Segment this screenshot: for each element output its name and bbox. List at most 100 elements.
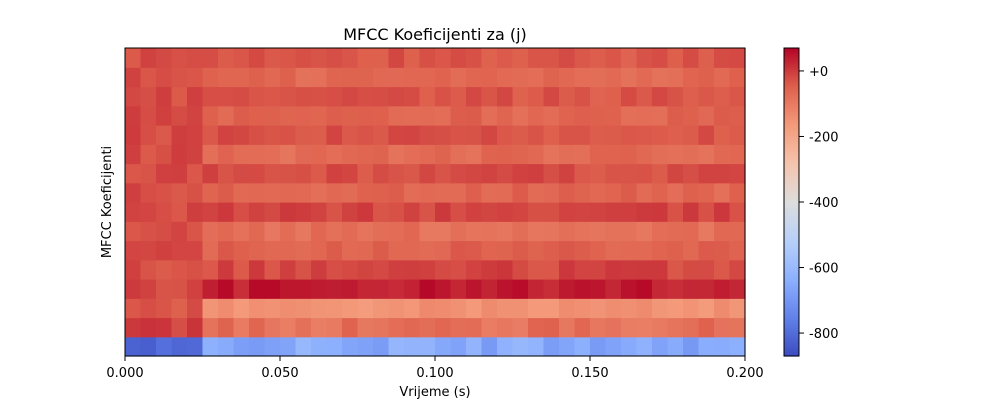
heatmap-cell [729,125,746,145]
heatmap-cell [621,279,638,299]
heatmap-cell [202,259,219,280]
heatmap-cell [249,144,266,165]
heatmap-cell [512,240,529,261]
heatmap-cell [404,48,421,68]
heatmap-cell [357,336,374,357]
heatmap-cell [187,86,204,107]
heatmap-cell [450,279,467,299]
heatmap-cell [280,105,297,126]
heatmap-cell [249,86,266,107]
heatmap-cell [528,279,545,299]
heatmap-cell [435,298,452,319]
heatmap-cell [590,298,607,319]
heatmap-cell [435,144,452,165]
colorbar-segment [784,172,799,175]
colorbar-segment [784,116,799,119]
colorbar-segment [784,88,799,91]
heatmap-cell [543,163,560,184]
heatmap-cell [450,298,467,319]
colorbar-segment [784,234,799,237]
x-tick-label: 0.050 [261,366,298,381]
colorbar-segment [784,136,799,139]
heatmap-cell [280,336,297,357]
heatmap-cell [497,317,514,338]
heatmap-cell [497,105,514,126]
heatmap-cell [156,221,173,242]
heatmap-cell [202,202,219,222]
heatmap-cell [621,240,638,261]
heatmap-cell [497,279,514,299]
heatmap-cell [357,125,374,145]
heatmap-cell [574,163,591,184]
heatmap-cell [667,221,684,242]
colorbar-segment [784,158,799,161]
heatmap-cell [171,67,188,88]
heatmap-cell [295,67,312,88]
colorbar-segment [784,72,799,75]
heatmap-cell [466,105,483,126]
heatmap-cell [621,298,638,319]
heatmap-cell [559,317,576,338]
x-tick-label: 0.150 [571,366,608,381]
heatmap-cell [311,317,328,338]
heatmap-cell [140,259,157,280]
heatmap-cell [388,144,405,165]
colorbar-segment [784,206,799,209]
colorbar-segment [784,144,799,147]
heatmap-cell [419,317,436,338]
colorbar-segment [784,222,799,225]
heatmap-cell [295,163,312,184]
heatmap-cell [543,336,560,357]
heatmap-cell [605,125,622,145]
heatmap-cell [574,125,591,145]
heatmap-cell [419,298,436,319]
heatmap-cell [543,259,560,280]
heatmap-cell [714,125,731,145]
colorbar-segment [784,168,799,171]
heatmap-cell [729,298,746,319]
heatmap-cell [156,125,173,145]
colorbar-segment [784,98,799,101]
heatmap-cell [404,259,421,280]
heatmap-cell [388,259,405,280]
heatmap-cell [543,67,560,88]
colorbar-segment [784,274,799,277]
heatmap-cell [295,48,312,68]
heatmap-cell [497,125,514,145]
heatmap-cell [574,86,591,107]
colorbar-segment [784,56,799,59]
heatmap-cell [249,240,266,261]
heatmap-cell [605,279,622,299]
heatmap-cell [156,259,173,280]
heatmap-cell [218,240,235,261]
heatmap-cell [249,336,266,357]
heatmap-cell [466,67,483,88]
colorbar-segment [784,196,799,199]
colorbar-segment [784,160,799,163]
heatmap-cell [264,86,281,107]
heatmap-cell [264,67,281,88]
heatmap-cell [342,202,359,222]
heatmap-cell [652,298,669,319]
heatmap-cell [295,259,312,280]
heatmap-cell [202,182,219,203]
heatmap-cell [125,125,142,145]
heatmap-cell [512,163,529,184]
heatmap-cell [202,67,219,88]
heatmap-cell [605,202,622,222]
heatmap-cell [481,202,498,222]
heatmap-cell [187,163,204,184]
heatmap-cell [419,48,436,68]
heatmap-cell [636,48,653,68]
heatmap-cell [590,182,607,203]
heatmap-cell [311,279,328,299]
heatmap-cell [714,86,731,107]
heatmap-cells [125,48,746,357]
colorbar-segment [784,254,799,257]
colorbar-segment [784,290,799,293]
heatmap-cell [404,240,421,261]
heatmap-cell [652,105,669,126]
colorbar-segment [784,84,799,87]
heatmap-cell [466,144,483,165]
heatmap-cell [218,86,235,107]
